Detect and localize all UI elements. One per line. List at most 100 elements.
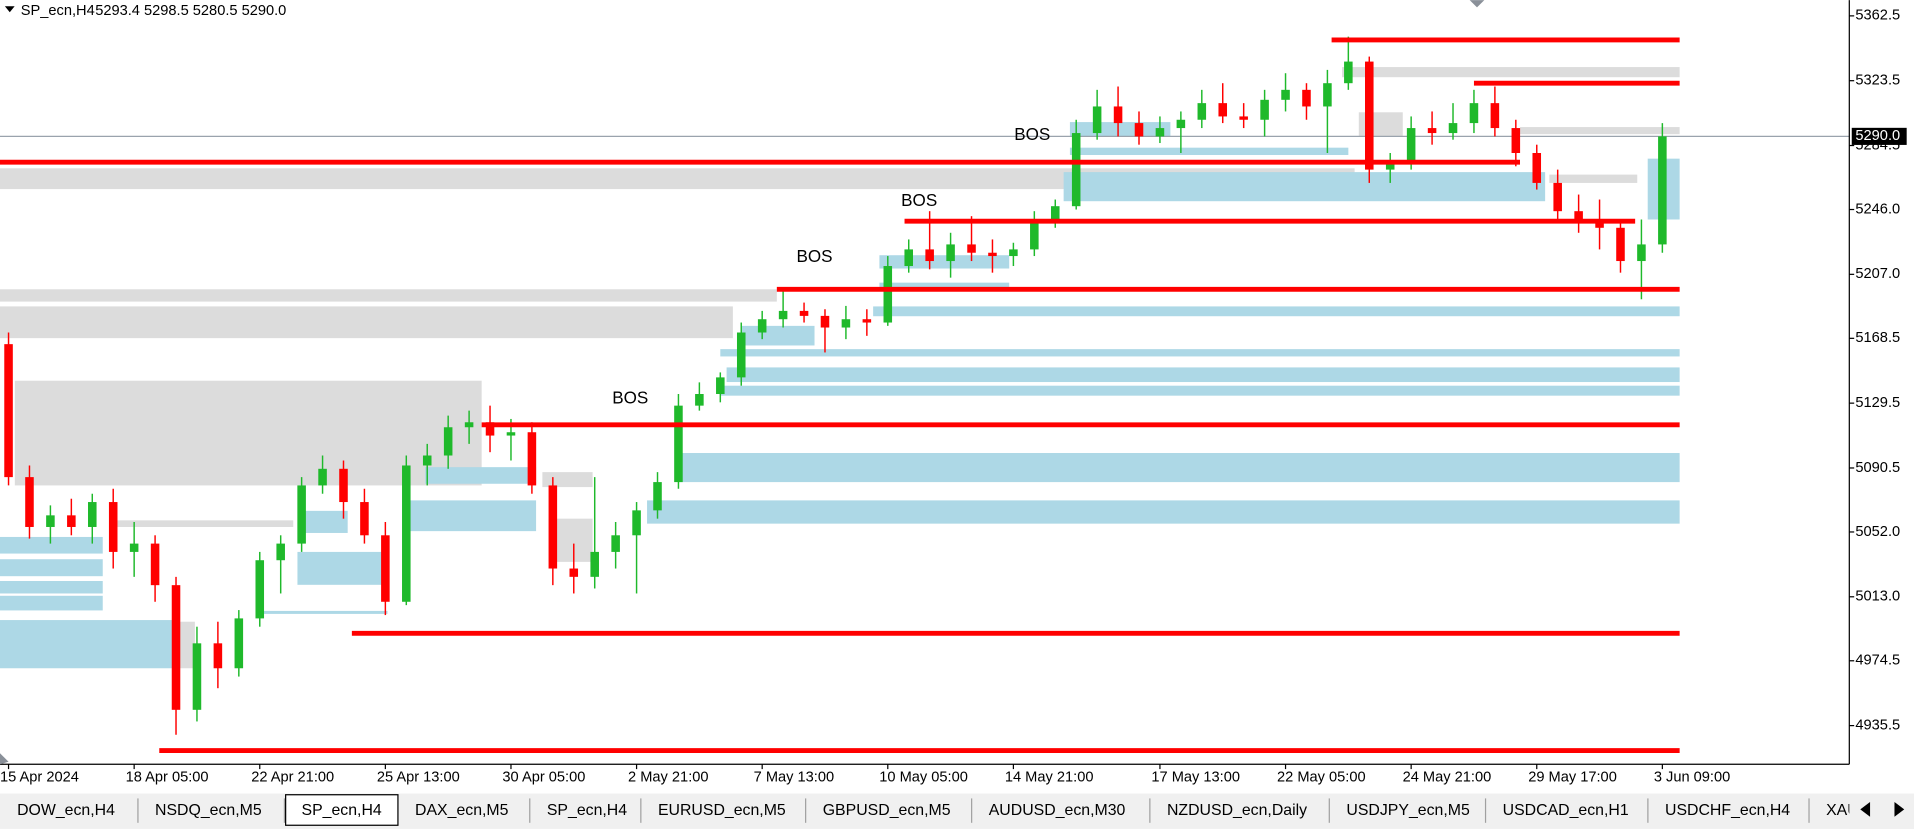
candle-body	[25, 477, 34, 527]
x-tick-label: 22 Apr 21:00	[251, 770, 334, 786]
annotation: BOS	[796, 247, 832, 266]
candle-body	[1239, 116, 1248, 120]
gray-zone	[109, 520, 294, 527]
candle-body	[841, 319, 851, 328]
header-arrow	[4, 6, 15, 13]
candle-body	[485, 422, 495, 436]
tab[interactable]: AUDUSD_ecn,M30	[989, 798, 1151, 823]
candle-body	[695, 394, 704, 406]
tab-label[interactable]: USDCAD_ecn,H1	[1503, 802, 1629, 819]
candle-body	[1134, 123, 1144, 137]
gray-zone	[1520, 127, 1680, 135]
gray-zone	[1342, 67, 1680, 78]
tab[interactable]: GBPUSD_ecn,M5	[823, 798, 973, 823]
candle-body	[1658, 136, 1667, 245]
candle-body	[1302, 89, 1311, 107]
candle-body	[862, 319, 872, 323]
candle-body	[1574, 211, 1583, 223]
blue-zone	[0, 595, 103, 611]
candle-body	[778, 310, 788, 320]
tab-scroll-left[interactable]	[1860, 802, 1871, 817]
candle-body	[590, 551, 599, 577]
candle-body	[1490, 103, 1500, 129]
tab[interactable]: NZDUSD_ecn,Daily	[1167, 798, 1330, 823]
candle-body	[276, 543, 285, 561]
candle-body	[716, 377, 725, 395]
candle-body	[360, 502, 369, 536]
current-price-label: 5290.0	[1855, 128, 1900, 144]
candle-body	[1030, 219, 1039, 250]
y-tick-label: 5052.0	[1855, 524, 1900, 540]
candle-body	[925, 249, 934, 262]
candle-body	[1365, 61, 1374, 170]
candle-body	[422, 455, 432, 466]
x-tick-label: 2 May 21:00	[628, 770, 709, 786]
tab-label[interactable]: DAX_ecn,M5	[415, 802, 509, 819]
candle-body	[1155, 128, 1165, 137]
blue-zone	[301, 510, 348, 533]
candle-body	[1511, 128, 1521, 154]
tab-label[interactable]: USDCHF_ecn,H4	[1665, 802, 1790, 819]
y-tick-label: 5207.0	[1855, 266, 1900, 282]
tab-label[interactable]: USDJPY_ecn,M5	[1346, 802, 1470, 819]
tab[interactable]: EURUSD_ecn,M5	[658, 798, 807, 823]
tab-label[interactable]: SP_ecn,H4	[302, 802, 382, 819]
candle-body	[1637, 244, 1646, 262]
gray-zone	[14, 380, 482, 486]
blue-zone	[726, 367, 1680, 383]
candle-body	[297, 485, 306, 544]
blue-zone	[1069, 122, 1171, 137]
tab-label[interactable]: DOW_ecn,H4	[17, 802, 115, 819]
candle-body	[1050, 206, 1060, 220]
tab-label[interactable]: SP_ecn,H4	[547, 802, 627, 819]
header-values: 5293.4 5298.5 5280.5 5290.0	[95, 3, 286, 19]
tab-label[interactable]: AUDUSD_ecn,M30	[989, 802, 1126, 819]
candle-body	[1323, 83, 1332, 107]
tab[interactable]: USDJPY_ecn,M5	[1346, 798, 1487, 823]
blue-zone	[720, 385, 1680, 396]
tab-label[interactable]: NSDQ_ecn,M5	[155, 802, 262, 819]
candle-body	[946, 244, 955, 262]
x-tick-label: 7 May 13:00	[754, 770, 835, 786]
tab-label[interactable]: NZDUSD_ecn,Daily	[1167, 802, 1307, 819]
blue-zone	[425, 467, 537, 484]
gray-zone	[0, 168, 1355, 190]
tab[interactable]: SP_ecn,H4	[285, 794, 399, 826]
x-tick-label: 29 May 17:00	[1528, 770, 1617, 786]
tab[interactable]: SP_ecn,H4	[547, 798, 642, 823]
x-tick-label: 17 May 13:00	[1151, 770, 1240, 786]
x-tick-label: 3 Jun 09:00	[1654, 770, 1730, 786]
tab[interactable]: DAX_ecn,M5	[415, 798, 531, 823]
tab[interactable]: DOW_ecn,H4	[17, 798, 139, 823]
tab[interactable]: USDCAD_ecn,H1	[1503, 798, 1649, 823]
y-tick-label: 5362.5	[1855, 8, 1900, 24]
candle-body	[988, 252, 997, 257]
candle-body	[46, 515, 55, 527]
candle-body	[757, 319, 767, 333]
y-tick-label: 4935.5	[1855, 717, 1900, 733]
candle-body	[1406, 128, 1416, 162]
candle-body	[527, 432, 537, 486]
candle-body	[1427, 128, 1437, 134]
blue-zone	[879, 255, 1010, 269]
tab-label[interactable]: EURUSD_ecn,M5	[658, 802, 786, 819]
candle-body	[1197, 103, 1207, 120]
gray-zone	[0, 306, 733, 339]
candle-body	[1281, 89, 1290, 100]
candle-body	[1009, 249, 1018, 257]
candle-body	[402, 465, 411, 602]
tab[interactable]: USDCHF_ecn,H4	[1665, 798, 1810, 823]
gray-zone	[0, 289, 777, 302]
annotation: BOS	[612, 389, 648, 408]
candle-body	[1532, 153, 1542, 183]
candle-body	[653, 482, 662, 511]
candle-body	[611, 535, 620, 552]
tab[interactable]: NSDQ_ecn,M5	[155, 798, 286, 823]
blue-zone	[741, 325, 815, 346]
tab-scroll-right[interactable]	[1894, 802, 1905, 817]
candle-body	[506, 432, 516, 436]
blue-zone	[255, 610, 388, 614]
symbol: SP_ecn,H4	[21, 3, 95, 19]
tab-label[interactable]: GBPUSD_ecn,M5	[823, 802, 951, 819]
